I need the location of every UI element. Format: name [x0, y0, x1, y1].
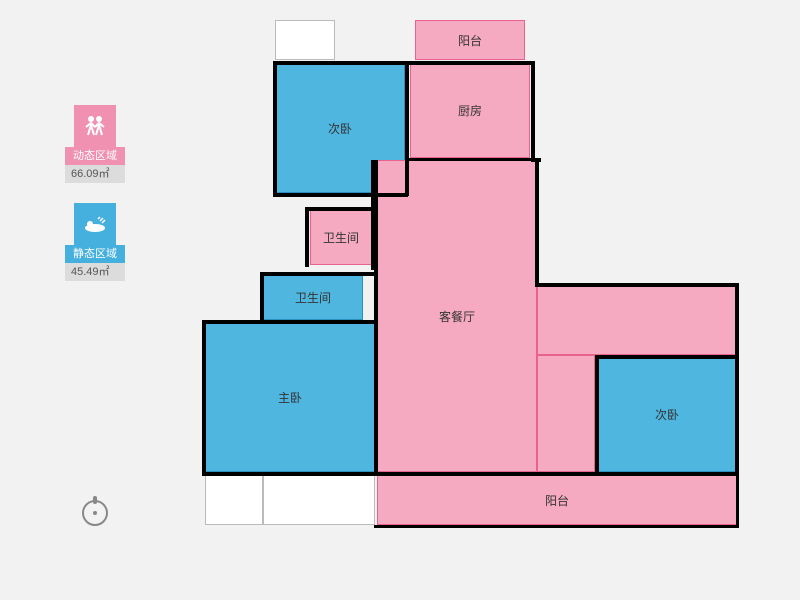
room-kitchen: 厨房 — [410, 63, 530, 158]
legend-static-label: 静态区域 — [65, 245, 125, 263]
wall-seg-14 — [202, 472, 377, 476]
floor-plan: 阳台厨房次卧卫生间卫生间主卧客餐厅次卧阳台 — [205, 15, 745, 570]
room-master: 主卧 — [205, 322, 375, 472]
room-bath1: 卫生间 — [310, 210, 372, 265]
sleep-icon — [74, 203, 116, 245]
room-label: 次卧 — [655, 406, 679, 423]
balcony-rail-0 — [275, 20, 335, 60]
wall-seg-19 — [535, 283, 539, 285]
wall-seg-3 — [405, 61, 409, 196]
balcony-rail-2 — [263, 475, 375, 525]
room-label: 卫生间 — [295, 289, 331, 306]
legend: 动态区域 66.09㎡ 静态区域 45.49㎡ — [65, 105, 125, 301]
legend-static-value: 45.49㎡ — [65, 263, 125, 281]
wall-seg-11 — [260, 272, 264, 322]
room-living: 客餐厅 — [377, 160, 537, 472]
wall-seg-0 — [273, 61, 535, 65]
legend-dynamic: 动态区域 66.09㎡ — [65, 105, 125, 183]
room-balcony-bot: 阳台 — [377, 475, 737, 525]
wall-seg-2 — [531, 61, 535, 161]
wall-seg-6 — [408, 158, 533, 161]
wall-seg-13 — [202, 320, 206, 475]
wall-seg-17 — [535, 283, 737, 287]
wall-seg-1 — [273, 61, 277, 196]
room-label: 主卧 — [278, 389, 302, 406]
balcony-rail-1 — [205, 475, 263, 525]
legend-dynamic-label: 动态区域 — [65, 147, 125, 165]
room-hall-living — [537, 355, 595, 472]
wall-seg-23 — [374, 525, 739, 528]
room-balcony-top: 阳台 — [415, 20, 525, 60]
wall-seg-18 — [735, 283, 739, 475]
compass-icon — [82, 500, 108, 526]
wall-seg-7 — [305, 207, 309, 267]
wall-seg-15 — [374, 160, 378, 475]
wall-seg-22 — [374, 472, 739, 476]
room-label: 客餐厅 — [439, 308, 475, 325]
room-label: 阳台 — [545, 492, 569, 509]
legend-dynamic-value: 66.09㎡ — [65, 165, 125, 183]
wall-seg-16 — [535, 160, 539, 285]
wall-seg-4 — [273, 193, 408, 197]
room-bedroom2-r: 次卧 — [597, 357, 737, 472]
people-icon — [74, 105, 116, 147]
room-label: 卫生间 — [323, 229, 359, 246]
room-bath2: 卫生间 — [263, 275, 363, 320]
wall-seg-21 — [595, 355, 599, 473]
room-living-ext — [537, 285, 737, 355]
wall-seg-12 — [202, 320, 377, 324]
wall-seg-8 — [305, 207, 375, 211]
wall-seg-10 — [260, 272, 375, 276]
room-label: 厨房 — [458, 102, 482, 119]
wall-seg-24 — [736, 472, 739, 528]
legend-static: 静态区域 45.49㎡ — [65, 203, 125, 281]
room-label: 次卧 — [328, 120, 352, 137]
wall-seg-20 — [595, 355, 737, 359]
room-label: 阳台 — [458, 32, 482, 49]
